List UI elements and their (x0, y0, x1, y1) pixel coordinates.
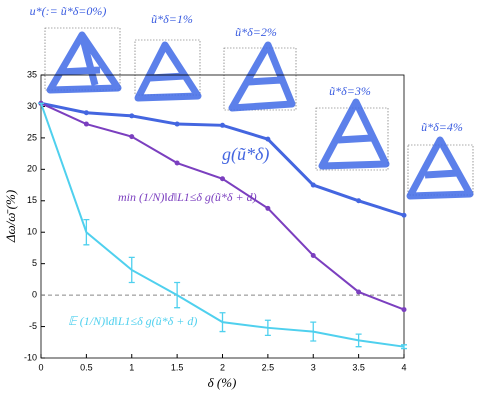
x-tick-label: 3.5 (352, 362, 365, 372)
point (174, 160, 180, 166)
x-tick-label: 1 (129, 362, 134, 372)
series-label: 𝔼 (1/N)‖d‖L1≤δ g(ũ*δ + d) (68, 314, 197, 328)
point (265, 136, 271, 142)
inset-label: ũ*δ=4% (421, 120, 463, 134)
y-tick-label: 5 (32, 258, 37, 268)
error-bar (264, 319, 271, 337)
inset-shape (318, 98, 390, 170)
x-tick-label: 2 (220, 362, 225, 372)
error-bar (174, 281, 181, 309)
series-label: min (1/N)‖d‖L1≤δ g(ũ*δ + d) (118, 190, 257, 204)
point (220, 122, 225, 128)
series-label: g(ũ*δ) (222, 144, 269, 165)
y-tick-label: -5 (29, 321, 37, 331)
x-tick-label: 0.5 (80, 362, 93, 372)
error-bar (355, 333, 362, 348)
series-line (40, 102, 405, 311)
y-tick-label: 0 (32, 289, 37, 299)
error-bar (401, 344, 407, 350)
inset-label: u*(:= ũ*δ=0%) (30, 4, 107, 18)
error-bar (128, 256, 135, 284)
point (356, 198, 362, 204)
y-tick-label: 30 (27, 101, 37, 111)
point (83, 121, 89, 127)
point (356, 289, 362, 295)
point (310, 182, 316, 188)
inset-label: ũ*δ=2% (235, 25, 277, 39)
point (174, 121, 180, 127)
y-tick-label: -10 (24, 352, 37, 362)
inset-label: ũ*δ=1% (151, 12, 193, 26)
point (83, 110, 89, 116)
y-axis-label: Δω/ω̄ (%) (3, 190, 18, 243)
y-tick-label: 20 (27, 164, 37, 174)
inset-shape (46, 31, 122, 94)
point (310, 252, 316, 258)
inset-shape (228, 41, 296, 112)
error-bar (83, 218, 90, 246)
inset-label: ũ*δ=3% (329, 84, 371, 98)
x-tick-label: 3 (311, 362, 316, 372)
error-bar (219, 312, 226, 333)
y-tick-label: 10 (27, 227, 37, 237)
point (265, 205, 271, 211)
inset-box (223, 47, 297, 111)
x-axis-label: δ (%) (208, 375, 237, 390)
inset-shape (134, 41, 202, 102)
point (401, 307, 407, 313)
x-tick-label: 1.5 (171, 362, 184, 372)
point (401, 212, 407, 218)
point (129, 113, 135, 119)
x-tick-label: 2.5 (262, 362, 275, 372)
x-tick-label: 4 (401, 362, 406, 372)
y-tick-label: 15 (27, 195, 37, 205)
insets: u*(:= ũ*δ=0%) ũ*δ=1% ũ*δ=2% ũ*δ=3% ũ*δ=4… (30, 4, 474, 200)
x-tick-label: 0 (38, 362, 43, 372)
y-tick-label: 25 (27, 132, 37, 142)
point (220, 176, 225, 182)
error-bar (310, 321, 317, 342)
inset-shape (406, 136, 474, 200)
y-tick-label: 35 (27, 69, 37, 79)
point (129, 134, 135, 140)
